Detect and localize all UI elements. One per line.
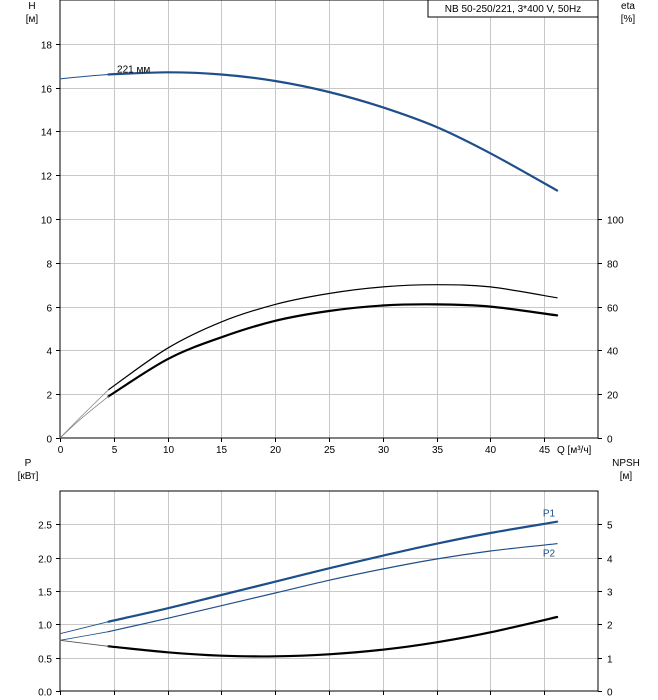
- left-tick-label: 14: [41, 128, 53, 139]
- title-box: [427, 0, 599, 18]
- npsh-axis-unit: [м]: [620, 471, 633, 482]
- series-p1-ext: [59, 621, 109, 635]
- bottom-panel: 0.0 0.5 1.0 1.5 2.0 2.5 0 1 2 3 4 5 P1 P2 P [кВт] NP…: [18, 458, 640, 699]
- right-tick-label: 80: [607, 260, 619, 271]
- eta-axis-unit: [%]: [621, 14, 636, 25]
- right-tick-label: 0: [607, 435, 613, 446]
- x-tick-label: 45: [539, 445, 551, 456]
- right-tick-label: 60: [607, 304, 619, 315]
- h-axis-label: H: [28, 1, 35, 12]
- left-tick-label: 1.5: [38, 588, 52, 599]
- left-tick-label: 2.0: [38, 555, 52, 566]
- x-tick-label: 40: [485, 445, 497, 456]
- series-eta-bold-ext: [59, 396, 109, 439]
- left-tick-label: 12: [41, 172, 53, 183]
- top-panel: 0 5 10 15 20 25 30 35 40 45 0 2 4 6 8 10 12 14 16 18 0 20 40 60…: [26, 0, 636, 457]
- right-tick-label: 20: [607, 391, 619, 402]
- x-tick-label: 5: [112, 445, 118, 456]
- series-npsh-ext: [59, 639, 109, 647]
- eta-axis-label: eta: [621, 1, 635, 12]
- bottom-series: P1 P2: [59, 509, 559, 658]
- series-p2: [107, 543, 558, 633]
- series-label-p1: P1: [543, 509, 556, 520]
- x-tick-label: 35: [432, 445, 444, 456]
- x-tick-label: 20: [270, 445, 282, 456]
- chart-title: NB 50-250/221, 3*400 V, 50Hz: [445, 4, 581, 15]
- right-tick-label: 3: [607, 588, 613, 599]
- bottom-grid: [60, 491, 598, 691]
- x-tick-label: 10: [163, 445, 175, 456]
- p-axis-unit: [кВт]: [18, 471, 39, 482]
- top-grid: [60, 0, 598, 438]
- left-tick-label: 16: [41, 85, 53, 96]
- p-axis-label: P: [25, 458, 32, 469]
- left-tick-label: 0: [46, 435, 52, 446]
- x-tick-label: 25: [324, 445, 336, 456]
- series-eta-thin: [107, 284, 558, 391]
- top-ticks: 0 5 10 15 20 25 30 35 40 45 0 2 4 6 8 10 12 14 16 18 0 20 40 60…: [41, 41, 624, 457]
- left-tick-label: 0.5: [38, 655, 52, 666]
- left-tick-label: 18: [41, 41, 53, 52]
- right-tick-label: 100: [607, 216, 624, 227]
- series-label-p2: P2: [543, 549, 556, 560]
- series-head: [107, 71, 559, 192]
- impeller-diameter-label: 221 мм: [117, 64, 150, 75]
- top-series: 221 мм: [59, 64, 559, 439]
- left-tick-label: 1.0: [38, 621, 52, 632]
- left-tick-label: 0.0: [38, 688, 52, 699]
- npsh-axis-label: NPSH: [612, 458, 640, 469]
- right-tick-label: 1: [607, 655, 613, 666]
- right-tick-label: 0: [607, 688, 613, 699]
- left-tick-label: 8: [46, 260, 52, 271]
- left-tick-label: 2.5: [38, 521, 52, 532]
- q-axis-label: Q [м³/ч]: [557, 445, 592, 456]
- right-tick-label: 2: [607, 621, 613, 632]
- bottom-ticks: 0.0 0.5 1.0 1.5 2.0 2.5 0 1 2 3 4 5: [38, 521, 613, 699]
- left-tick-label: 2: [46, 391, 52, 402]
- left-tick-label: 4: [46, 347, 52, 358]
- right-tick-label: 40: [607, 347, 619, 358]
- x-tick-label: 15: [216, 445, 228, 456]
- left-tick-label: 6: [46, 304, 52, 315]
- right-tick-label: 4: [607, 555, 613, 566]
- h-axis-unit: [м]: [26, 14, 39, 25]
- x-tick-label: 30: [378, 445, 390, 456]
- series-npsh: [107, 615, 559, 658]
- series-p1: [107, 520, 559, 623]
- series-eta-bold: [107, 303, 559, 398]
- x-tick-label: 0: [58, 445, 64, 456]
- series-p2-ext: [59, 631, 109, 641]
- left-tick-label: 10: [41, 216, 53, 227]
- right-tick-label: 5: [607, 521, 613, 532]
- series-head-ext: [59, 74, 109, 80]
